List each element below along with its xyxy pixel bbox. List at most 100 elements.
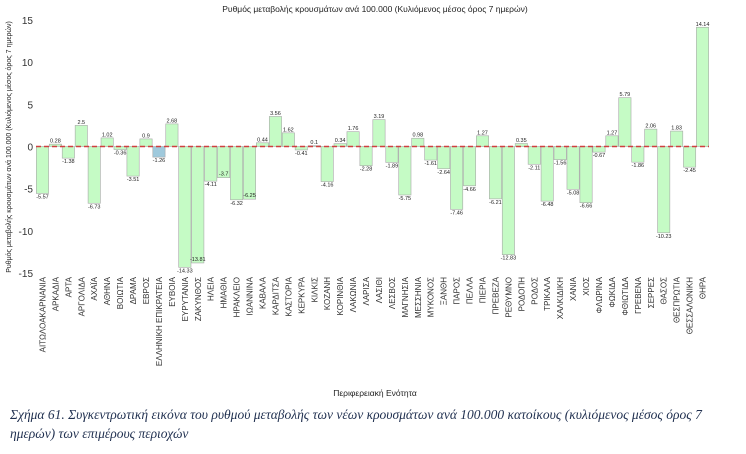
x-tick-label: ΗΜΑΘΙΑ [220,276,229,308]
data-label: 2.68 [167,118,178,124]
y-axis-title: Ρυθμός μεταβολής κρουσμάτων ανά 100.000 … [5,21,13,273]
bar [566,146,580,190]
data-label: 0.1 [310,140,318,146]
x-tick-label: ΘΑΣΟΣ [660,277,669,305]
x-tick-label: ΛΑΚΩΝΙΑ [349,276,358,312]
y-tick-label: -10 [19,227,34,238]
data-label: 1.76 [348,126,359,132]
bar [670,130,684,147]
chart-title: Ρυθμός μεταβολής κρουσμάτων ανά 100.000 … [222,4,528,14]
data-label: 2.06 [645,124,656,130]
data-label: 0.35 [516,138,527,144]
x-tick-label: ΜΑΓΝΗΣΙΑ [401,276,410,317]
data-label: -7.46 [450,210,463,216]
x-tick-label: ΑΡΤΑ [64,276,73,297]
bar [450,146,464,210]
bar-chart: Ρυθμός μεταβολής κρουσμάτων ανά 100.000 … [5,4,710,398]
bar [230,146,244,201]
x-tick-label: ΦΛΩΡΙΝΑ [595,276,604,313]
data-label: 1.02 [102,132,113,138]
x-tick-label: ΑΡΚΑΔΙΑ [51,276,60,311]
bar [683,146,697,168]
data-label: -0.36 [114,151,127,157]
x-tick-label: ΑΘΗΝΑ [103,276,112,305]
data-label: 1.62 [283,127,294,133]
bar [424,146,438,161]
y-tick-label: -5 [24,185,33,196]
x-tick-label: ΕΒΡΟΣ [142,277,151,304]
x-tick-label: ΛΑΡΙΣΑ [362,276,371,305]
x-tick-label: ΡΟΔΟΠΗ [517,277,526,312]
data-label: -2.28 [360,167,373,173]
bar [320,146,334,182]
bar [489,146,502,200]
bar [100,137,114,147]
bar [514,143,528,147]
data-label: 1.27 [477,130,488,136]
x-tick-label: ΔΡΑΜΑ [129,276,138,304]
x-tick-label: ΛΕΣΒΟΣ [388,277,397,309]
data-label: 0.9 [142,133,150,139]
bar [36,146,49,194]
data-label: -4.11 [205,182,217,188]
data-label: -1.38 [62,159,75,165]
data-label: 14.14 [696,22,710,28]
bar [178,146,192,268]
bar [527,146,541,165]
y-tick-label: 15 [22,16,34,27]
x-tick-label: ΘΗΡΑ [699,276,708,299]
bar [165,123,179,147]
data-label: -6.48 [541,202,554,208]
bar [385,146,399,163]
bar [243,146,256,200]
bar [592,146,606,153]
x-tick-label: ΗΛΕΙΑ [207,276,216,301]
bar [553,146,567,160]
x-tick-label: ΗΡΑΚΛΕΙΟ [233,277,242,317]
bar [359,146,373,167]
data-label: -2.11 [528,165,540,171]
x-tick-label: ΘΕΣΠΡΩΤΙΑ [673,276,682,323]
x-tick-label: ΧΑΛΚΙΔΙΚΗ [556,277,565,319]
data-label: -1.26 [153,158,166,164]
x-tick-label: ΖΑΚΥΝΘΟΣ [194,277,203,321]
data-label: -6.73 [88,204,101,210]
y-tick-label: -15 [19,269,34,280]
bar [268,116,282,147]
y-tick-label: 0 [27,143,33,154]
data-label: 1.27 [607,130,618,136]
data-label: -6.25 [243,193,256,199]
bar [411,137,425,147]
data-label: 0.98 [412,133,423,139]
y-tick-label: 10 [22,58,34,69]
bar [398,146,412,196]
x-tick-label: ΘΕΣΣΑΛΟΝΙΚΗ [686,277,695,335]
x-tick-label: ΙΩΑΝΝΙΝΑ [246,276,255,315]
x-tick-label: ΑΙΤΩΛΟΑΚΑΡΝΑΝΙΑ [38,276,47,352]
bar [346,131,360,147]
bar [191,146,205,264]
x-tick-label: ΚΑΡΔΙΤΣΑ [271,276,280,315]
x-tick-label: ΤΡΙΚΑΛΑ [543,276,552,310]
data-label: -6.66 [580,204,593,210]
bar [152,146,166,158]
data-label: -14.33 [177,268,193,274]
y-tick-label: 5 [27,100,33,111]
bar [501,146,515,255]
x-tick-label: ΦΘΙΩΤΙΔΑ [621,276,630,315]
bar [87,146,101,204]
x-tick-label: ΧΑΝΙΑ [569,276,578,301]
figure-caption: Σχήμα 61. Συγκεντρωτική εικόνα του ρυθμο… [10,407,702,441]
bar [631,146,645,163]
data-label: -12.83 [501,256,517,262]
x-tick-label: ΕΛΛΗΝΙΚΗ ΕΠΙΚΡΑΤΕΙΑ [155,276,164,366]
data-label: -10.23 [656,234,672,240]
data-label: -13.81 [190,257,206,263]
bar [657,146,671,234]
bar [204,146,218,182]
x-tick-label: ΚΟΖΑΝΗ [323,277,332,310]
data-label: -1.89 [386,163,399,169]
bar [74,125,88,147]
x-tick-label: ΕΥΒΟΙΑ [168,276,177,306]
data-label: -0.41 [295,151,308,157]
